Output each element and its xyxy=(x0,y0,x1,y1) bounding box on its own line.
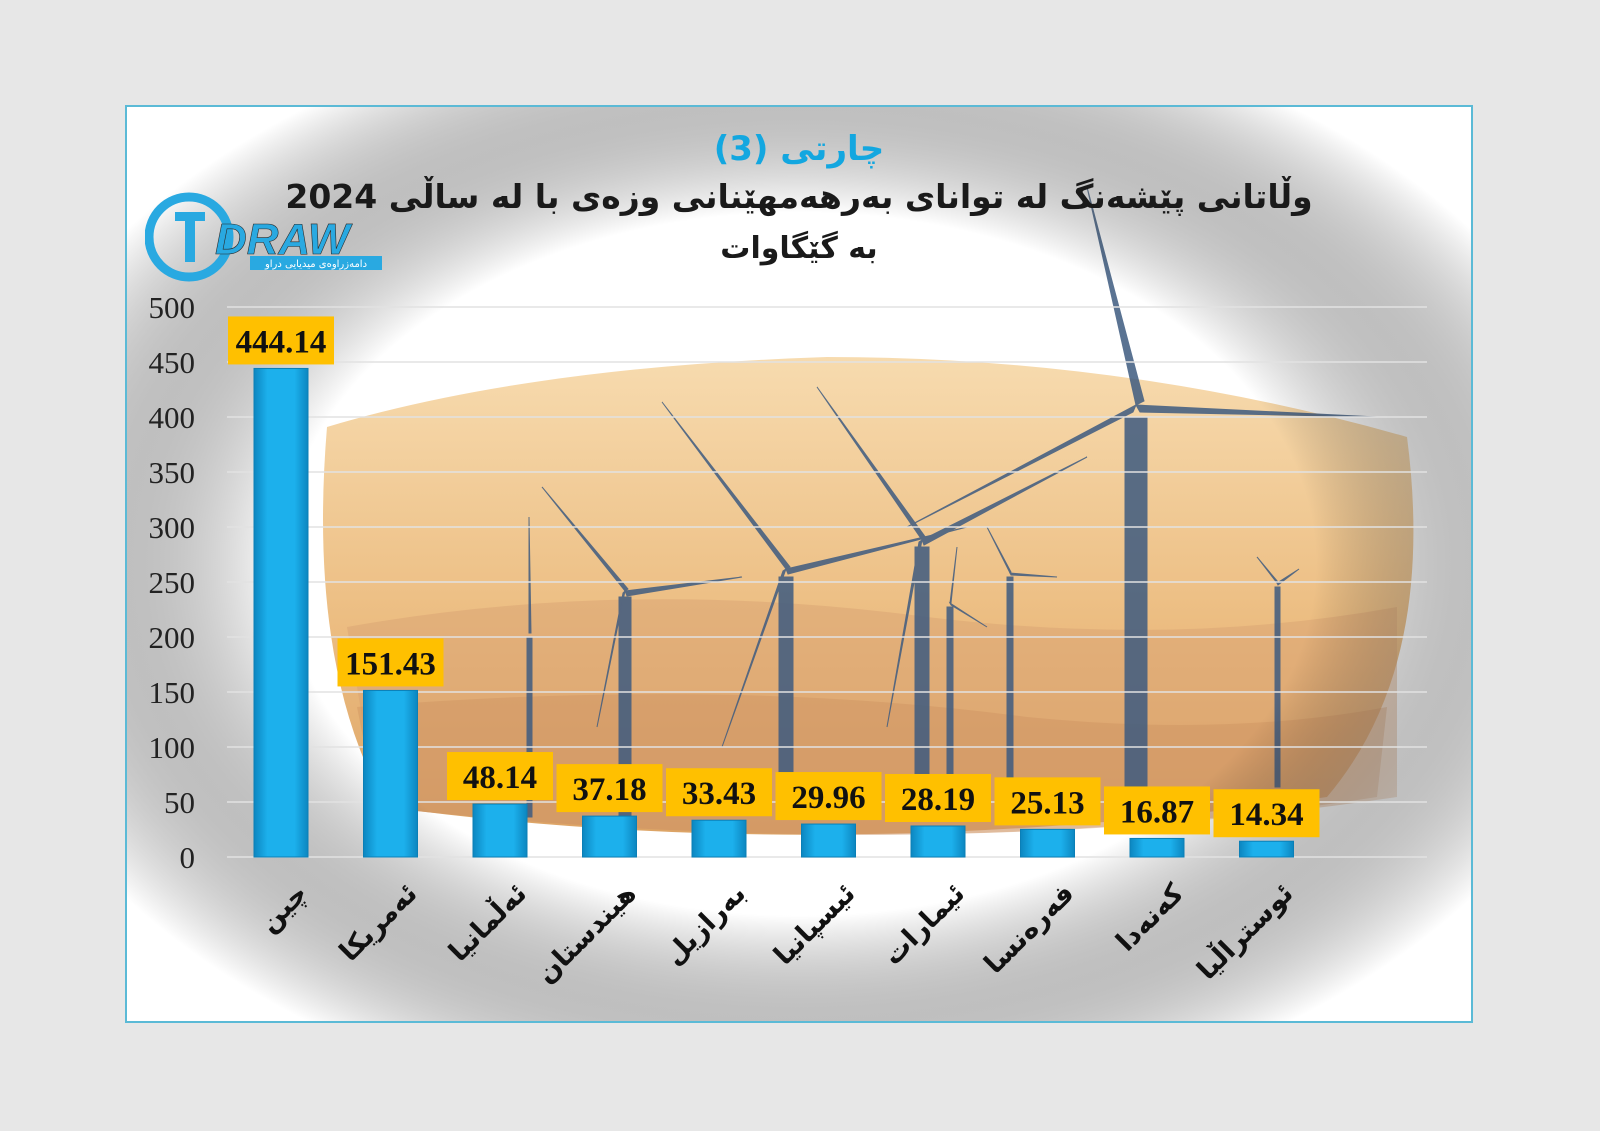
bar xyxy=(363,689,418,858)
y-tick-label: 500 xyxy=(149,290,196,325)
data-label: 16.87 xyxy=(1120,794,1194,830)
data-label-box xyxy=(337,638,444,687)
data-label-box xyxy=(1104,786,1210,835)
bar xyxy=(691,819,747,858)
bar-chart: 0 50 100 150 200 250 300 350 400 450 500 444.14 151… xyxy=(127,107,1471,1021)
data-label: 33.43 xyxy=(682,776,756,812)
y-tick-label: 250 xyxy=(149,565,196,600)
data-label-box xyxy=(556,764,663,813)
y-tick-label: 150 xyxy=(149,675,196,710)
bar xyxy=(1129,837,1185,858)
draw-logo: DRAW دامەزراوەی میدیایی دراو xyxy=(145,192,382,282)
chart-subtitle: بە گێگاوات xyxy=(720,231,878,266)
data-label-box xyxy=(666,768,772,817)
data-label-box xyxy=(447,752,553,801)
y-tick-label: 400 xyxy=(149,400,196,435)
bar xyxy=(582,815,637,858)
y-tick-label: 0 xyxy=(180,840,196,875)
logo-tagline: دامەزراوەی میدیایی دراو xyxy=(264,259,367,270)
y-tick-label: 100 xyxy=(149,730,196,765)
data-label-box xyxy=(1213,789,1320,838)
data-label: 151.43 xyxy=(345,646,436,682)
chart-frame: 0 50 100 150 200 250 300 350 400 450 500 444.14 151… xyxy=(125,105,1473,1023)
data-label: 444.14 xyxy=(236,324,327,360)
logo-circle-icon xyxy=(145,192,234,282)
bar xyxy=(1020,828,1075,858)
y-tick-label: 450 xyxy=(149,345,196,380)
data-label: 28.19 xyxy=(901,782,975,818)
y-tick-label: 200 xyxy=(149,620,196,655)
bar xyxy=(253,367,309,858)
y-tick-label: 350 xyxy=(149,455,196,490)
data-label: 37.18 xyxy=(572,772,646,808)
y-tick-label: 300 xyxy=(149,510,196,545)
chart-number: چارتی (3) xyxy=(713,129,885,169)
data-label: 14.34 xyxy=(1229,797,1303,833)
data-labels: 444.14 151.43 48.14 37.18 33.43 29.96 28.19 25.… xyxy=(228,316,1320,838)
bar xyxy=(472,803,528,858)
data-label-box xyxy=(775,772,882,821)
chart-title: وڵاتانی پێشەنگ لە توانای بەرهەمهێنانی وز… xyxy=(285,177,1313,216)
data-label: 29.96 xyxy=(791,780,865,816)
data-label: 48.14 xyxy=(463,760,537,796)
data-label-box xyxy=(994,777,1101,826)
bar xyxy=(1239,840,1294,858)
bar xyxy=(910,825,966,858)
y-axis: 0 50 100 150 200 250 300 350 400 450 500 xyxy=(149,290,196,875)
y-tick-label: 50 xyxy=(164,785,195,820)
data-label-box xyxy=(228,316,334,365)
bar xyxy=(801,823,856,858)
bars xyxy=(253,367,1294,858)
data-label-box xyxy=(885,773,991,822)
data-label: 25.13 xyxy=(1010,785,1084,821)
